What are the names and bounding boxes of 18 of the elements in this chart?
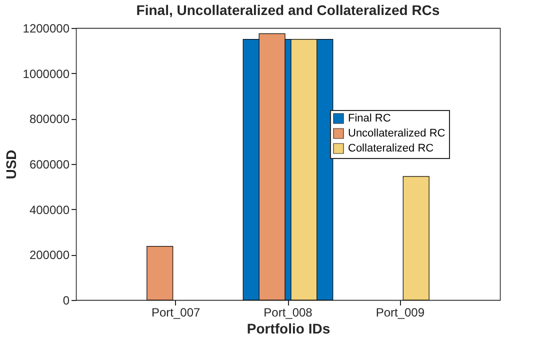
y-tick-label: 200000 [29,248,70,262]
y-axis-title: USD [2,150,19,180]
y-tick-label: 600000 [29,158,70,172]
x-tick-label: Port_007 [151,306,201,320]
x-tick-label: Port_009 [376,306,425,320]
y-tick-label: 400000 [29,202,70,217]
chart-title: Final, Uncollateralized and Collateralized RCs [136,2,440,18]
x-axis-title: Portfolio IDs [246,320,330,336]
y-tick-label: 0 [62,294,70,308]
y-tick-label: 800000 [29,112,70,126]
y-tick-label: 1000000 [22,66,70,81]
legend-label: Final RC [348,112,391,124]
x-tick-label: Port_008 [264,306,313,320]
legend-label: Uncollateralized RC [348,128,446,140]
bar [146,246,174,300]
y-tick-label: 1200000 [22,22,70,36]
legend-label: Collateralized RC [348,142,434,154]
bar [402,176,430,300]
